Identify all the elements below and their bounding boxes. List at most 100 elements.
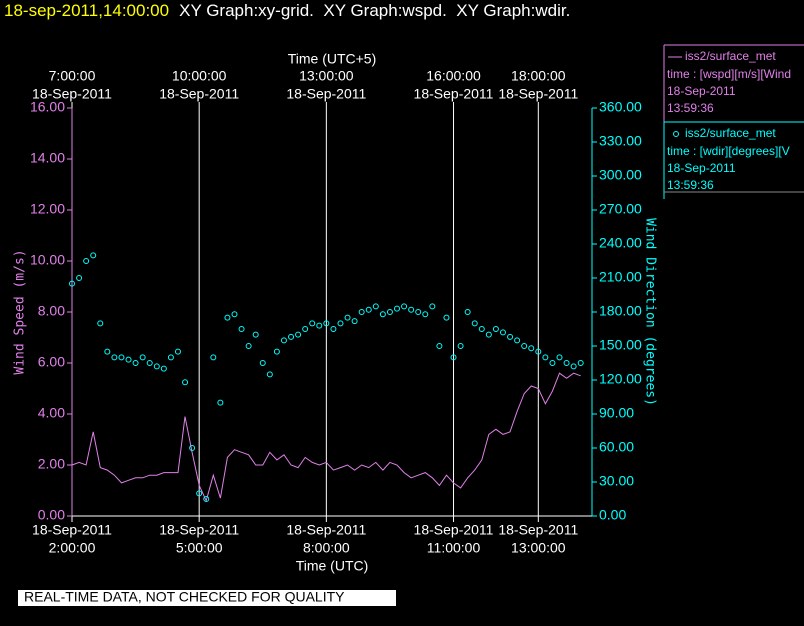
legend-info: time : [wspd][m/s][Wind [667, 67, 791, 81]
y-tick-label: 2.00 [38, 456, 65, 472]
x2-tick-label: 18-Sep-2011 [498, 86, 578, 102]
x2-tick-label: 10:00:00 [172, 68, 227, 84]
data-point [245, 343, 252, 349]
data-point [132, 360, 139, 366]
x2-tick-label: 18-Sep-2011 [32, 86, 112, 102]
data-point [330, 326, 337, 332]
data-point [266, 371, 273, 378]
data-point [556, 354, 563, 361]
data-point [118, 354, 125, 361]
footer: REAL-TIME DATA, NOT CHECKED FOR QUALITY [24, 589, 345, 605]
x2-tick-label: 7:00:00 [49, 68, 96, 84]
x-tick-label: 18-Sep-2011 [32, 522, 112, 538]
data-point [238, 326, 245, 332]
data-point [485, 331, 492, 338]
data-point [365, 306, 372, 313]
data-point [394, 305, 400, 312]
data-point [422, 311, 429, 318]
x-tick-label: 11:00:00 [427, 540, 481, 556]
legend-info: 18-Sep-2011 [667, 161, 736, 175]
data-point [97, 320, 104, 327]
data-point [408, 306, 415, 313]
data-point [210, 354, 217, 361]
x2-tick-label: 18-Sep-2011 [286, 86, 366, 102]
data-point [273, 348, 280, 355]
data-point [295, 331, 302, 338]
data-point [153, 363, 160, 370]
data-point [316, 322, 323, 329]
data-point [507, 333, 514, 340]
y2-tick-label: 300.00 [599, 167, 642, 183]
x2-tick-label: 18:00:00 [511, 68, 566, 84]
data-point [563, 360, 570, 366]
y-tick-label: 8.00 [38, 303, 65, 319]
y-tick-label: 14.00 [30, 150, 65, 166]
y2-tick-label: 210.00 [599, 269, 642, 285]
data-point [429, 303, 436, 310]
y2-tick-label: 60.00 [599, 439, 634, 455]
title-text: XY Graph:xy-grid. XY Graph:wspd. XY Grap… [179, 1, 570, 20]
y2-tick-label: 30.00 [599, 473, 634, 489]
data-point [401, 303, 408, 310]
x-tick-label: 18-Sep-2011 [286, 522, 366, 538]
data-point [231, 311, 238, 318]
data-point [104, 348, 111, 355]
x-tick-label: 13:00:00 [511, 540, 566, 556]
data-point [224, 314, 231, 321]
data-point [167, 354, 174, 361]
data-point [182, 379, 189, 386]
data-point [542, 354, 549, 361]
y2-tick-label: 150.00 [599, 337, 642, 353]
y2-tick-label: 0.00 [599, 507, 626, 523]
y-tick-label: 4.00 [38, 405, 65, 421]
data-point [344, 314, 351, 321]
data-point [217, 399, 224, 406]
legend-info: time : [wdir][degrees][V [667, 144, 790, 158]
x2-tick-label: 13:00:00 [299, 68, 354, 84]
data-point [111, 354, 118, 361]
data-point [492, 326, 499, 332]
data-point [478, 326, 485, 332]
data-point [302, 326, 309, 332]
y2-tick-label: 240.00 [599, 235, 642, 251]
data-point [549, 360, 556, 366]
data-point [146, 360, 153, 366]
data-point [323, 320, 330, 327]
data-point [337, 320, 344, 327]
y-tick-label: 12.00 [30, 201, 65, 217]
y-axis-title: Wind Speed (m/s) [13, 249, 28, 374]
data-point [372, 303, 379, 310]
data-point [125, 356, 132, 363]
data-point [471, 320, 478, 327]
data-point [309, 320, 316, 327]
x-tick-label: 18-Sep-2011 [159, 522, 239, 538]
data-line [71, 372, 581, 503]
data-point [379, 311, 386, 318]
legend-name: iss2/surface_met [685, 49, 776, 63]
x2-tick-label: 16:00:00 [426, 68, 481, 84]
x-tick-label: 18-Sep-2011 [414, 522, 494, 538]
data-point [457, 343, 464, 349]
x2-tick-label: 18-Sep-2011 [159, 86, 239, 102]
legend-info: 18-Sep-2011 [667, 84, 736, 98]
y2-tick-label: 330.00 [599, 133, 642, 149]
footer-box [18, 590, 396, 606]
title-date: 18-sep-2011,14:00:00 [4, 1, 169, 20]
y2-axis-title: Wind Direction (degrees) [643, 218, 658, 406]
data-point [280, 337, 287, 344]
data-point [464, 309, 471, 315]
chart-title: 18-sep-2011,14:00:00 XY Graph:xy-grid. XY… [4, 1, 570, 20]
x-axis-title: Time (UTC) [296, 558, 369, 574]
data-point [570, 363, 577, 370]
data-point [358, 309, 365, 315]
data-point [259, 360, 266, 366]
data-point [415, 309, 422, 315]
y-tick-label: 0.00 [38, 507, 65, 523]
x-tick-label: 5:00:00 [176, 540, 223, 556]
data-point [528, 345, 535, 352]
y-tick-label: 6.00 [38, 354, 65, 370]
y-tick-label: 10.00 [30, 252, 65, 268]
data-point [139, 354, 146, 361]
